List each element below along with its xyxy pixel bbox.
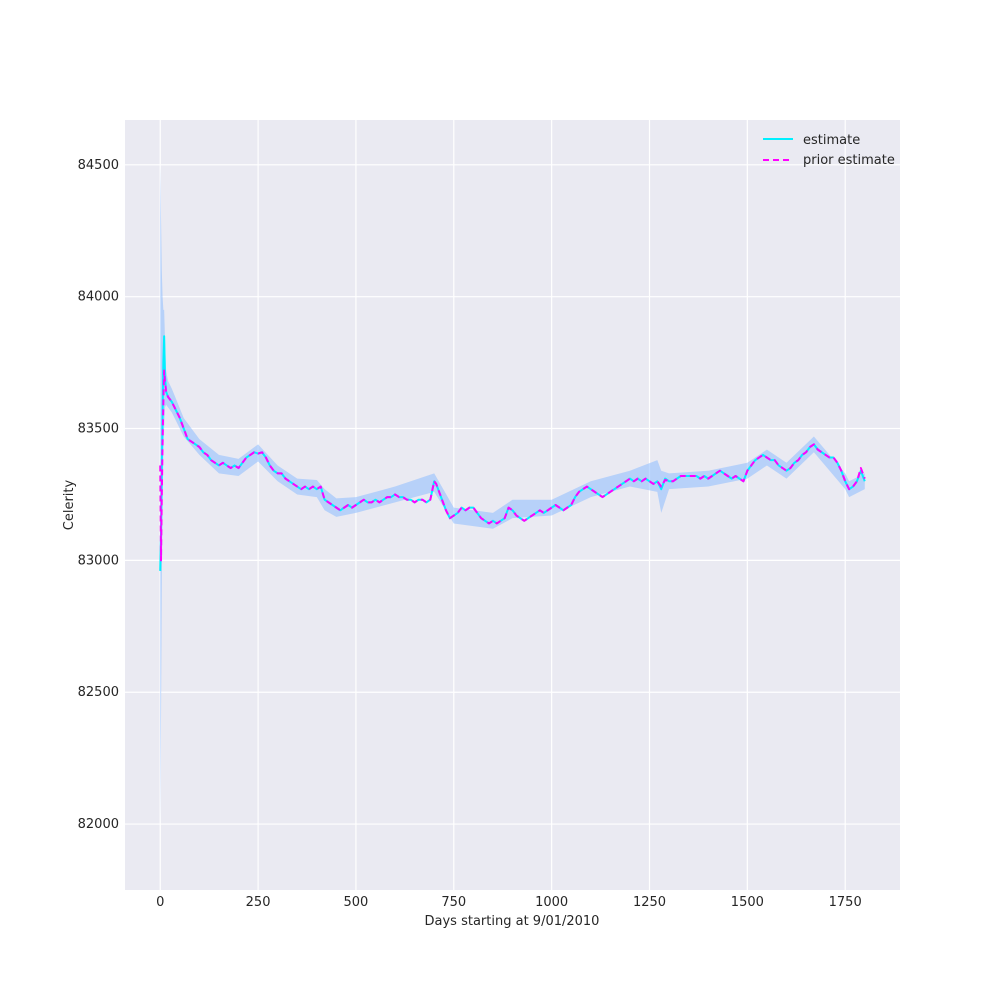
legend-label-prior-estimate: prior estimate [803, 153, 895, 168]
x-tick-label: 1000 [535, 895, 568, 910]
y-tick-label: 84500 [78, 158, 119, 173]
x-tick-label: 750 [441, 895, 466, 910]
x-tick-label: 250 [246, 895, 271, 910]
grid-lines [125, 120, 900, 890]
x-tick-label: 500 [344, 895, 369, 910]
x-tick-label: 0 [156, 895, 164, 910]
legend: estimate prior estimate [763, 133, 895, 168]
uncertainty-band-layer [160, 164, 865, 825]
x-tick-label: 1500 [731, 895, 764, 910]
series-layer [159, 335, 866, 571]
y-tick-label: 83500 [78, 422, 119, 437]
y-tick-label: 83000 [78, 553, 119, 568]
x-axis-label: Days starting at 9/01/2010 [425, 914, 600, 929]
y-tick-label: 82000 [78, 817, 119, 832]
legend-label-estimate: estimate [803, 133, 860, 148]
uncertainty-band [160, 164, 865, 825]
series-line-prior-estimate [159, 369, 866, 562]
y-tick-label: 84000 [78, 290, 119, 305]
y-tick-labels: 82000 82500 83000 83500 84000 84500 [78, 158, 119, 832]
x-tick-labels: 0 250 500 750 1000 1250 1500 1750 [156, 895, 862, 910]
y-tick-label: 82500 [78, 685, 119, 700]
x-tick-label: 1750 [829, 895, 862, 910]
y-axis-label: Celerity [62, 479, 77, 530]
x-tick-label: 1250 [633, 895, 666, 910]
